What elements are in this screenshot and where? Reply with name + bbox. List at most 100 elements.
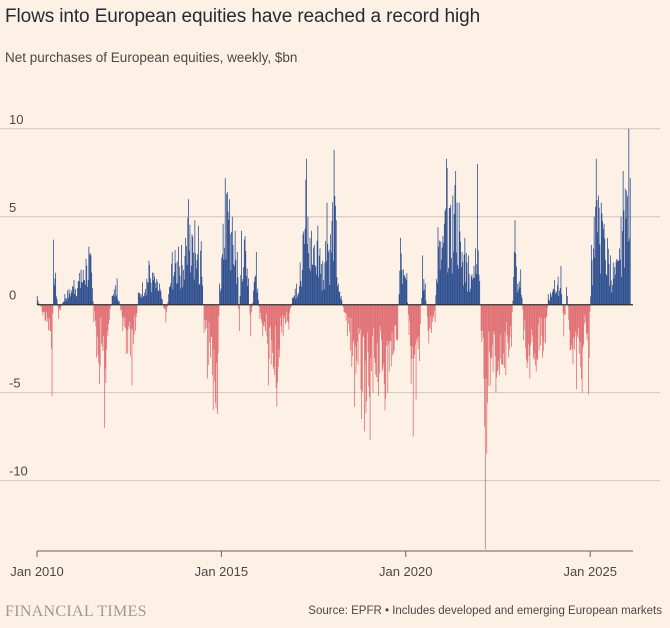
- bar: [346, 304, 348, 314]
- bar: [402, 283, 404, 305]
- bar: [622, 231, 623, 305]
- bar: [143, 296, 145, 305]
- bar: [477, 250, 479, 305]
- bar: [436, 282, 438, 305]
- bar: [187, 217, 189, 305]
- bar: [332, 260, 334, 305]
- bar: [221, 257, 223, 305]
- bar: [250, 304, 252, 313]
- bar: [600, 273, 601, 305]
- bar: [344, 304, 346, 313]
- bar: [581, 304, 582, 380]
- bar: [246, 268, 248, 305]
- bar: [268, 304, 270, 360]
- bar: [550, 294, 552, 305]
- bar: [79, 287, 81, 305]
- bar: [297, 294, 299, 305]
- y-tick-label: 0: [9, 288, 16, 303]
- bar: [282, 304, 283, 315]
- bar: [388, 304, 390, 372]
- ft-logo: FINANCIAL TIMES: [5, 603, 147, 620]
- bar: [574, 304, 576, 337]
- bar: [446, 158, 447, 305]
- bar: [399, 270, 401, 305]
- bar: [64, 294, 66, 305]
- bar: [414, 304, 416, 355]
- bar: [430, 304, 432, 316]
- bar: [178, 246, 180, 305]
- bar: [197, 254, 199, 305]
- bar: [482, 304, 483, 331]
- bar: [112, 295, 114, 305]
- bar: [41, 304, 42, 307]
- bar: [590, 244, 592, 305]
- bar: [185, 246, 187, 305]
- bar: [583, 304, 584, 345]
- bar: [304, 243, 305, 305]
- bar: [260, 304, 261, 314]
- bar: [505, 304, 507, 376]
- bar: [452, 195, 454, 305]
- bar: [147, 282, 149, 305]
- bar: [398, 294, 400, 305]
- bar: [338, 291, 340, 305]
- bar: [394, 304, 396, 327]
- bar: [568, 304, 570, 320]
- bar: [573, 304, 575, 338]
- bar: [263, 304, 264, 326]
- bar: [560, 266, 562, 305]
- bar: [373, 304, 375, 358]
- bar: [313, 247, 314, 305]
- bar: [564, 304, 565, 315]
- bar: [43, 304, 45, 313]
- bar: [540, 304, 542, 319]
- bar: [262, 304, 264, 337]
- bar: [465, 252, 467, 305]
- bar: [614, 267, 616, 305]
- bar: [549, 300, 551, 305]
- bar: [356, 304, 358, 361]
- bar: [405, 280, 407, 305]
- bar: [553, 289, 555, 305]
- bar: [358, 304, 360, 328]
- bar: [121, 304, 123, 317]
- bar: [425, 300, 427, 305]
- bar: [359, 304, 360, 334]
- bar: [42, 304, 44, 316]
- bar: [192, 236, 194, 305]
- bar: [105, 304, 107, 383]
- bar: [58, 304, 60, 310]
- bar: [569, 304, 570, 331]
- bar: [52, 304, 54, 314]
- bar: [352, 304, 353, 357]
- bar: [45, 304, 47, 321]
- bar: [125, 304, 126, 329]
- bar: [318, 255, 320, 305]
- bar: [424, 289, 425, 305]
- bar: [447, 272, 449, 305]
- bar: [113, 294, 114, 305]
- bar: [98, 304, 100, 364]
- bar: [217, 304, 219, 354]
- bar: [320, 264, 322, 305]
- bar: [617, 260, 618, 305]
- bar: [299, 262, 301, 305]
- bar: [624, 188, 626, 305]
- bar: [207, 304, 208, 379]
- bar: [443, 242, 445, 305]
- bar: [412, 304, 413, 347]
- bar: [487, 304, 489, 387]
- bar: [499, 304, 501, 359]
- bar: [224, 247, 225, 305]
- bar: [520, 269, 522, 305]
- bar: [580, 304, 582, 368]
- bar: [58, 304, 59, 319]
- bar: [176, 284, 177, 305]
- bar: [388, 304, 389, 345]
- bar: [44, 304, 46, 321]
- bar: [311, 264, 313, 305]
- bar: [576, 304, 578, 336]
- bar: [412, 304, 414, 437]
- bar: [173, 276, 175, 305]
- bar: [241, 281, 243, 305]
